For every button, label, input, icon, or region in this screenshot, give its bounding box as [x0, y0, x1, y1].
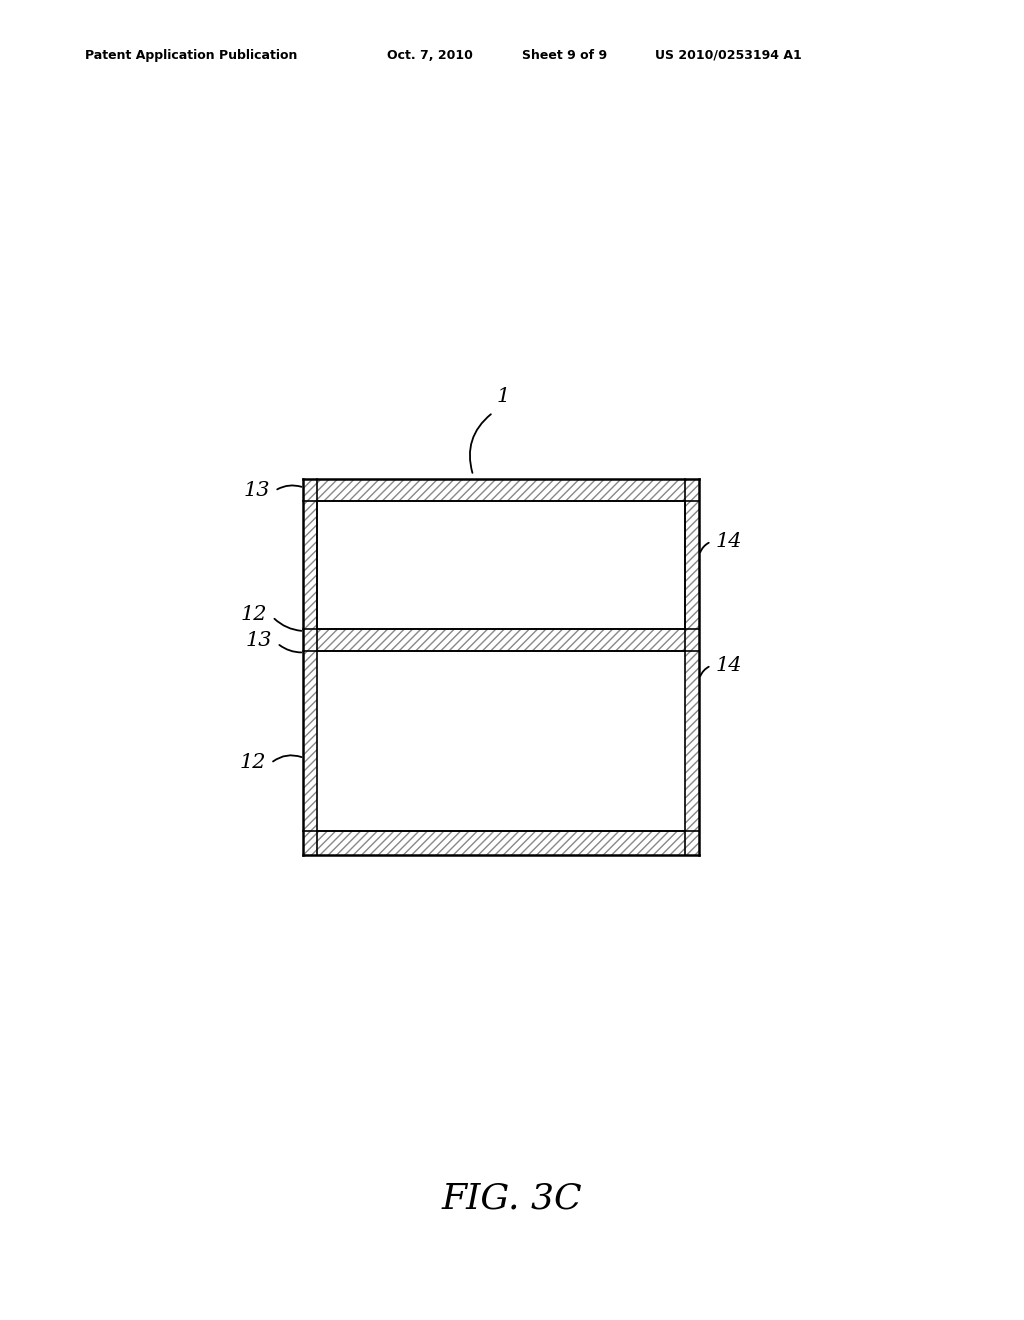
Text: 1: 1 [497, 387, 510, 407]
Text: 12: 12 [240, 754, 265, 772]
Bar [303, 479, 699, 854]
Text: 14: 14 [715, 656, 741, 675]
Bar [303, 832, 699, 854]
Text: 14: 14 [715, 532, 741, 550]
Bar [316, 651, 685, 832]
Bar [685, 479, 699, 854]
Text: 12: 12 [241, 605, 267, 624]
Text: FIG. 3C: FIG. 3C [441, 1181, 583, 1216]
Text: 13: 13 [246, 631, 272, 651]
Text: Patent Application Publication: Patent Application Publication [85, 49, 297, 62]
Text: Sheet 9 of 9: Sheet 9 of 9 [522, 49, 607, 62]
Text: 13: 13 [243, 480, 269, 500]
Bar [303, 479, 316, 854]
Bar [303, 630, 699, 651]
Text: Oct. 7, 2010: Oct. 7, 2010 [387, 49, 473, 62]
Text: US 2010/0253194 A1: US 2010/0253194 A1 [655, 49, 802, 62]
Bar [316, 500, 685, 630]
Bar [303, 479, 699, 500]
